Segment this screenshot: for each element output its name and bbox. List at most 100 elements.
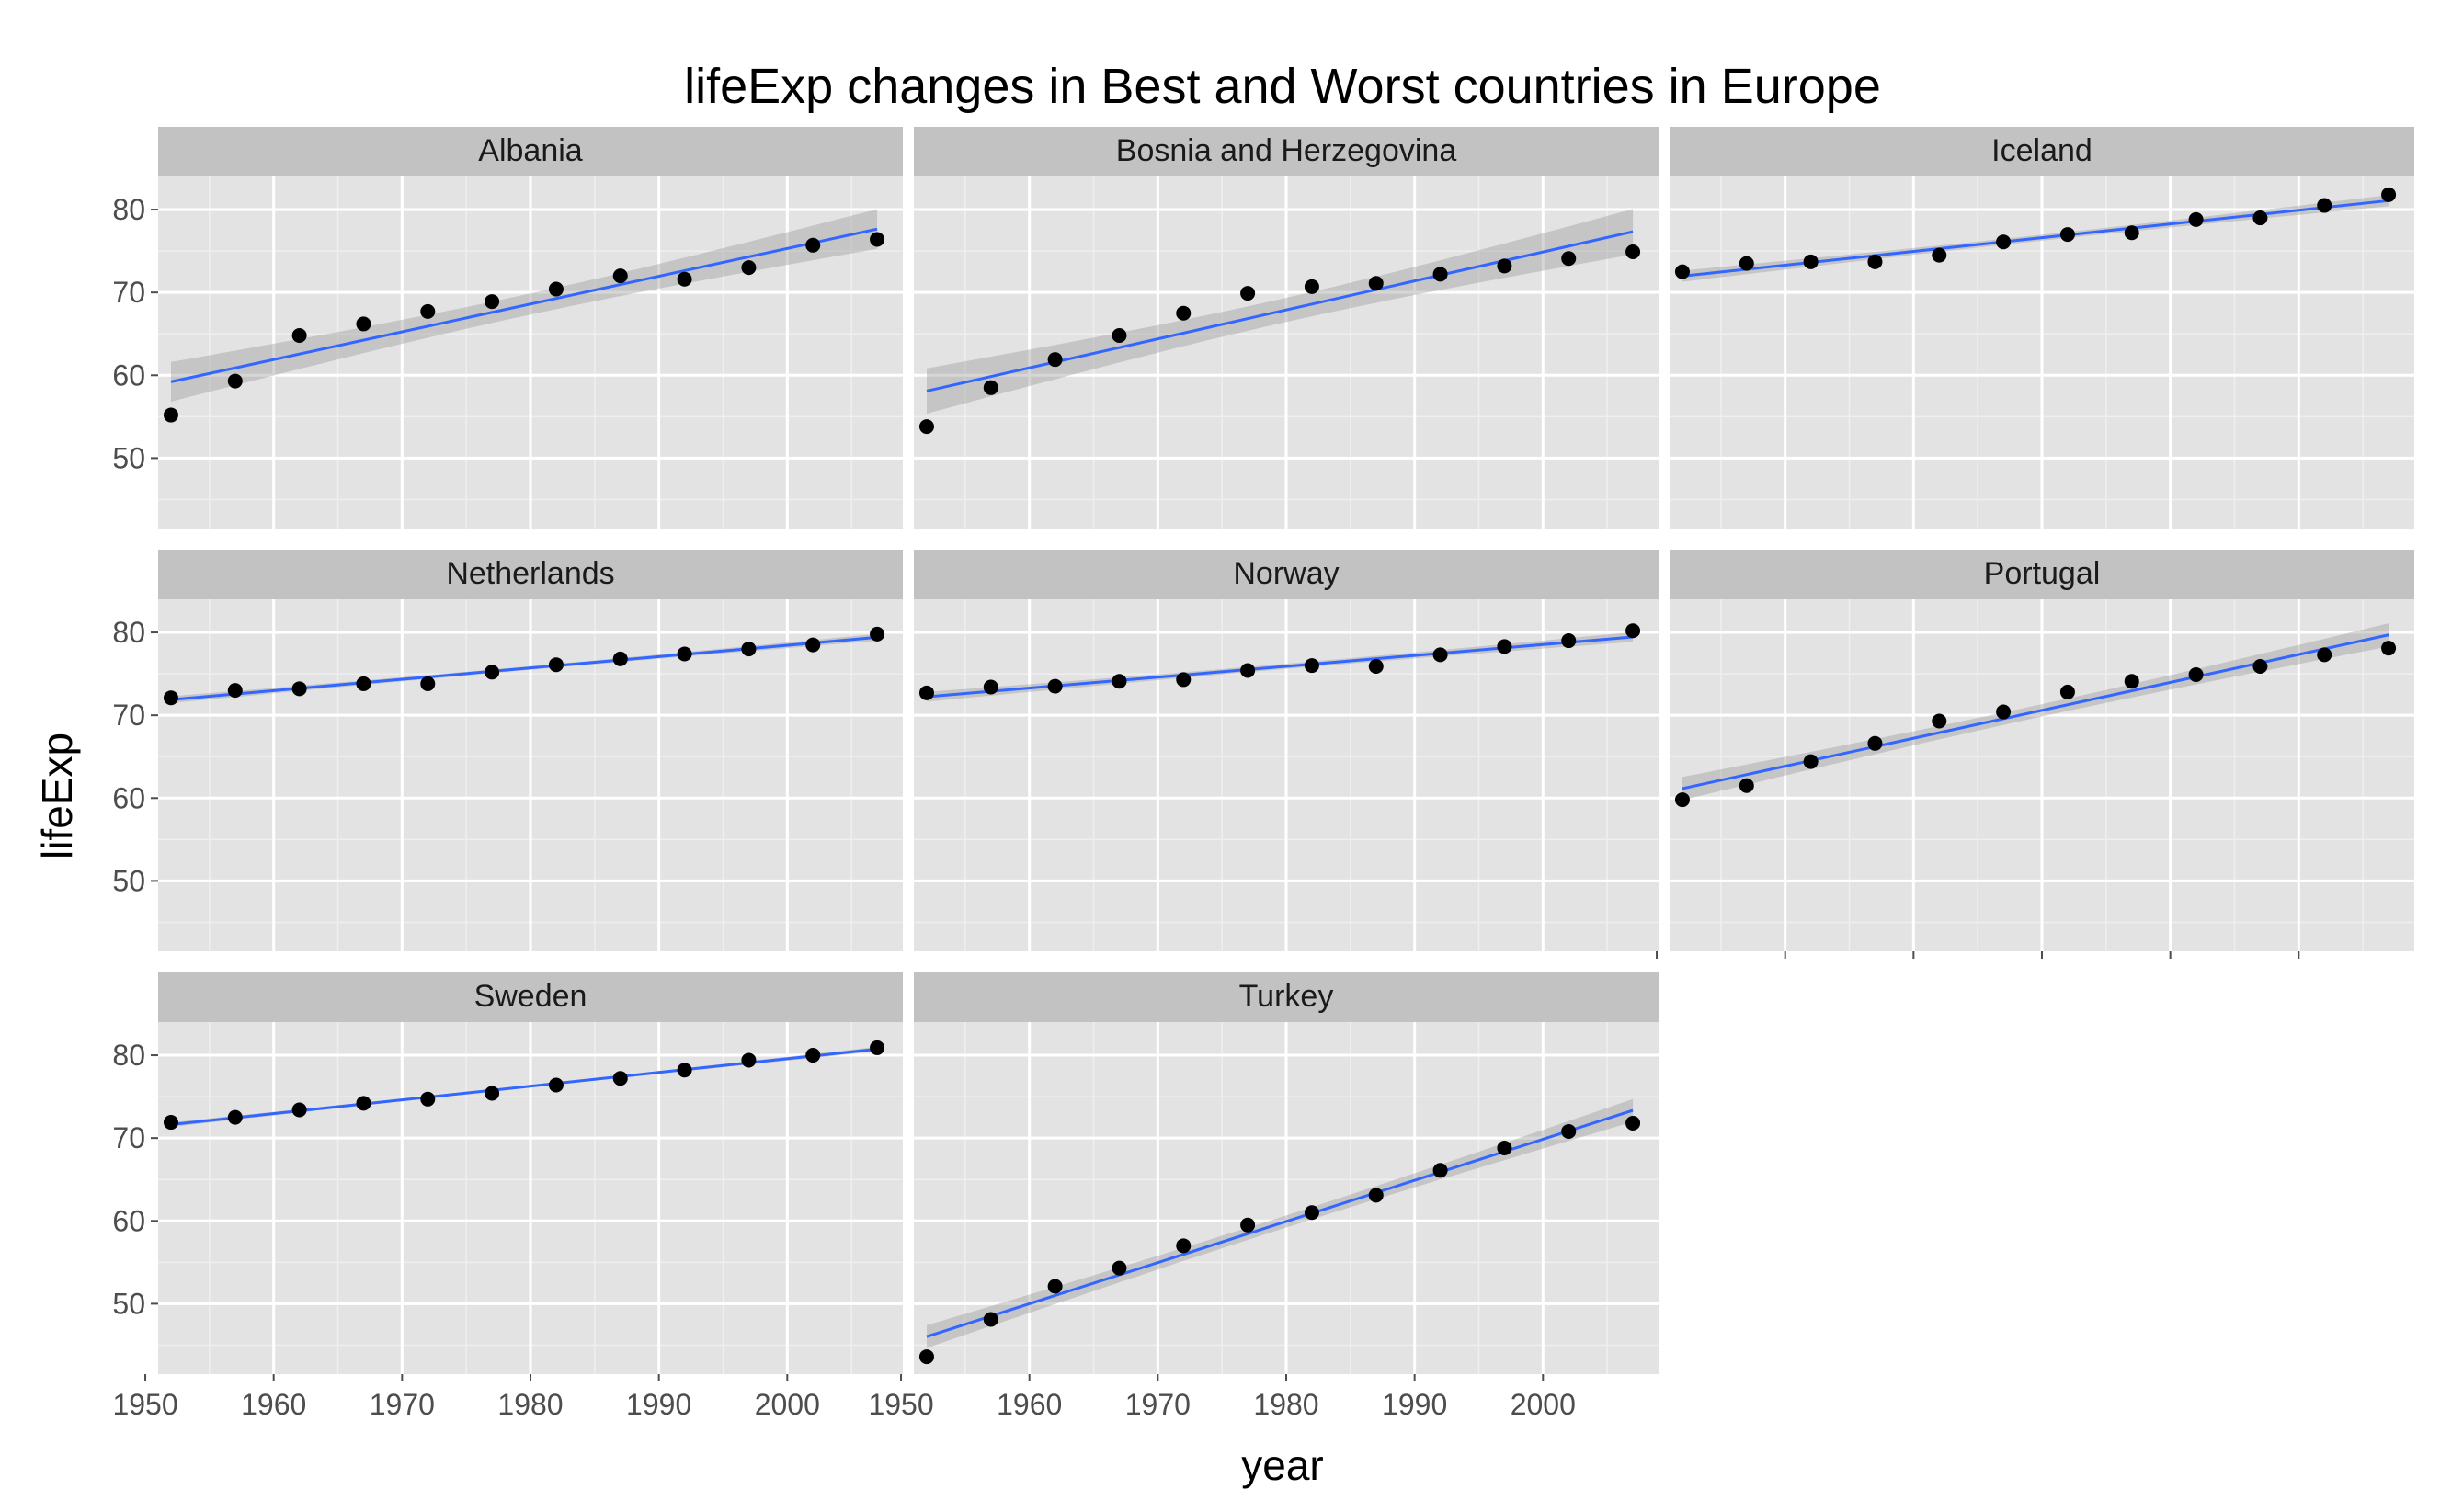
strip-background [914, 127, 1659, 176]
data-point [1304, 279, 1319, 294]
strip-background [158, 127, 903, 176]
y-tick-label: 80 [112, 193, 145, 226]
strip-label: Albania [478, 133, 583, 168]
data-point [612, 651, 628, 666]
strip-label: Bosnia and Herzegovina [1116, 133, 1457, 168]
y-tick-label: 80 [112, 1039, 145, 1072]
facet-panels: Albania 50 60 70 80 Bosnia and Herzegovina Ice… [112, 127, 2414, 1421]
data-point [741, 260, 757, 276]
data-point [548, 281, 564, 297]
data-point [1112, 328, 1127, 344]
data-point [918, 1349, 934, 1365]
data-point [1803, 754, 1819, 769]
data-point [918, 419, 934, 435]
data-point [2059, 684, 2075, 699]
strip-background [158, 972, 903, 1022]
data-point [1112, 674, 1127, 689]
data-point [227, 373, 243, 389]
data-point [1739, 256, 1754, 271]
facet-panel: Norway [914, 550, 1659, 951]
y-tick-label: 60 [112, 358, 145, 392]
x-tick-label: 1970 [1125, 1388, 1191, 1421]
y-tick-label: 60 [112, 781, 145, 814]
data-point [1674, 792, 1690, 808]
data-point [1368, 276, 1384, 291]
facet-panel: Turkey 1950 1960 1970 1980 1990 2000 [868, 972, 1659, 1421]
y-tick-label: 70 [112, 276, 145, 309]
y-tick-label: 50 [112, 441, 145, 474]
data-point [2188, 211, 2204, 227]
facet-panel: Netherlands 50 60 70 80 [112, 550, 903, 951]
data-point [163, 1115, 178, 1131]
data-point [870, 1040, 885, 1055]
data-point [677, 271, 692, 287]
data-point [1047, 1279, 1063, 1294]
data-point [163, 407, 178, 423]
trend-line [1682, 199, 2389, 278]
trend-line [170, 635, 878, 701]
data-point [1739, 778, 1754, 793]
data-point [805, 1048, 821, 1063]
y-tick-label: 60 [112, 1204, 145, 1237]
y-axis-title: lifeExp [33, 733, 81, 859]
data-point [1497, 639, 1512, 654]
data-point [1625, 623, 1641, 639]
facet-panel: Albania 50 60 70 80 [112, 127, 903, 529]
data-point [548, 657, 564, 673]
data-point [420, 303, 436, 319]
data-point [612, 1071, 628, 1086]
data-point [677, 646, 692, 662]
strip-label: Netherlands [446, 556, 614, 591]
data-point [356, 1096, 371, 1111]
facet-panel: Portugal [1656, 550, 2414, 959]
data-point [1176, 1238, 1192, 1254]
data-point [1674, 264, 1690, 279]
data-point [1368, 658, 1384, 674]
data-point [983, 1312, 998, 1327]
data-point [1240, 286, 1256, 301]
data-point [1625, 1115, 1641, 1131]
x-tick-label: 1980 [497, 1388, 563, 1421]
x-tick-label: 1970 [370, 1388, 435, 1421]
data-point [2252, 658, 2268, 674]
data-point [1996, 704, 2012, 720]
data-point [1304, 658, 1319, 674]
x-axis-title: year [1241, 1441, 1323, 1489]
x-tick-label: 2000 [1511, 1388, 1576, 1421]
x-tick-label: 1990 [1382, 1388, 1447, 1421]
strip-label: Turkey [1239, 979, 1334, 1014]
data-point [2059, 227, 2075, 243]
data-point [291, 681, 307, 697]
trend-line [926, 230, 1634, 392]
strip-background [914, 550, 1659, 599]
data-point [2252, 210, 2268, 226]
data-point [420, 676, 436, 691]
data-point [420, 1091, 436, 1107]
strip-background [1670, 127, 2414, 176]
data-point [227, 683, 243, 699]
trend-line [170, 227, 878, 383]
data-point [983, 380, 998, 395]
x-tick-label: 1960 [997, 1388, 1062, 1421]
data-point [1432, 647, 1448, 663]
data-point [1176, 672, 1192, 688]
data-point [741, 642, 757, 657]
data-point [1497, 258, 1512, 274]
data-point [2317, 198, 2332, 213]
data-point [1047, 352, 1063, 368]
data-point [356, 676, 371, 691]
data-point [1932, 713, 1947, 729]
data-point [1047, 678, 1063, 694]
data-point [227, 1109, 243, 1125]
trend-line [926, 635, 1634, 699]
x-tick-label: 1950 [112, 1388, 177, 1421]
data-point [1561, 1123, 1577, 1139]
data-point [805, 637, 821, 653]
data-point [1625, 244, 1641, 260]
facet-panel: Sweden 50 60 70 80 1950 1960 1970 1980 1990 2000 [112, 972, 903, 1421]
data-point [485, 665, 500, 680]
data-point [612, 268, 628, 284]
data-point [485, 1086, 500, 1101]
data-point [485, 294, 500, 310]
data-point [1176, 305, 1192, 321]
